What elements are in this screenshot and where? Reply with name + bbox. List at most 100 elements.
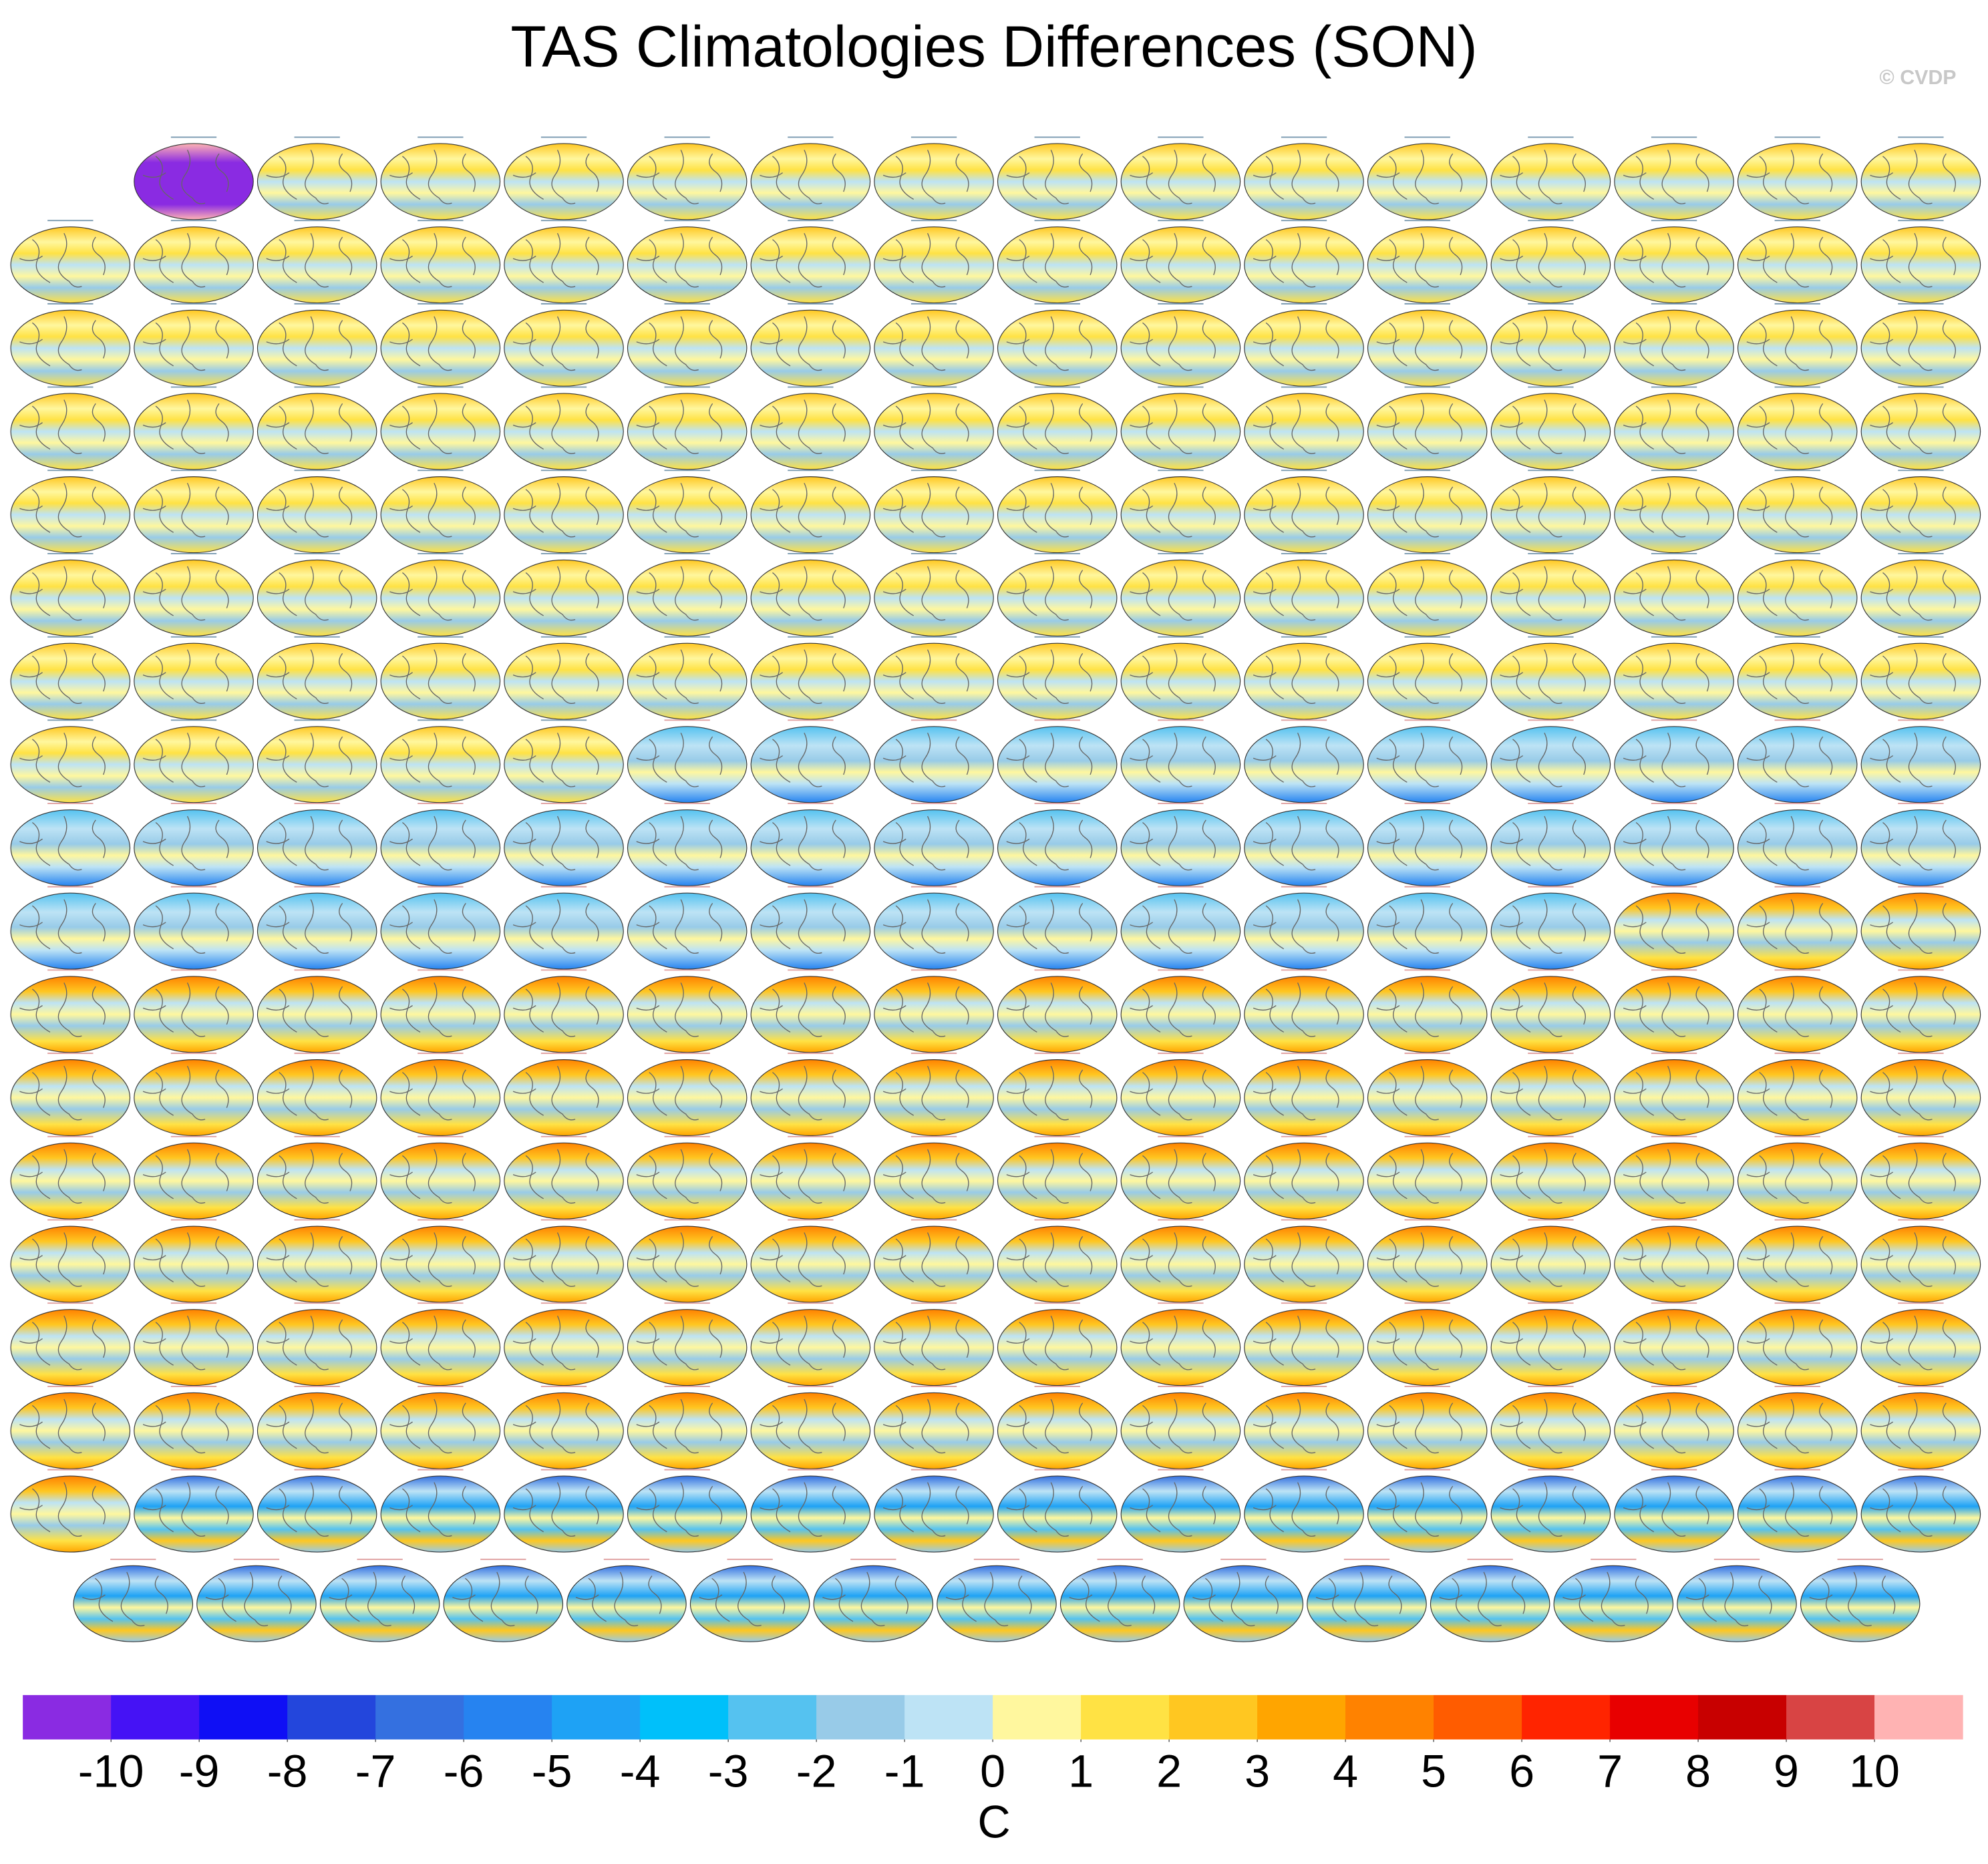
map-ocean (1120, 642, 1241, 720)
map-coastline (1253, 899, 1339, 954)
map-ocean (1737, 226, 1858, 304)
map-panel (1367, 303, 1488, 387)
map-panel (1737, 553, 1858, 636)
map-ocean (1860, 143, 1981, 220)
map-ocean (1490, 892, 1611, 970)
map-coastline (389, 649, 476, 704)
map-panel (750, 553, 871, 636)
map-coastline (1130, 899, 1216, 954)
map-coastline (699, 1571, 786, 1627)
map-panel (874, 719, 994, 803)
map-panel (1614, 969, 1734, 1053)
map-coastline (1130, 316, 1216, 371)
map-panel (380, 1385, 501, 1469)
map-panel (134, 1135, 254, 1220)
map-ocean (257, 809, 377, 886)
map-coastline (142, 733, 229, 787)
map-panel (134, 1053, 254, 1137)
map-coastline (1500, 733, 1586, 787)
map-ocean (813, 1565, 934, 1642)
map-ocean (1120, 143, 1241, 220)
map-coastline (1870, 482, 1956, 538)
map-ocean (1120, 1142, 1241, 1220)
map-ocean (1367, 393, 1488, 470)
colorbar-tick-label: -1 (884, 1746, 925, 1797)
map-coastline (1130, 232, 1216, 288)
map-coastline (760, 899, 846, 954)
map-coastline (512, 733, 599, 787)
map-panel (10, 1135, 131, 1220)
map-ocean (257, 1309, 377, 1386)
map-coastline (1562, 1571, 1649, 1627)
map-coastline (1746, 399, 1833, 454)
map-ocean (504, 476, 624, 554)
map-ocean (1367, 892, 1488, 970)
map-ocean (627, 1309, 748, 1386)
map-panel (1614, 386, 1734, 470)
map-coastline (1006, 1232, 1093, 1287)
map-panel (874, 220, 994, 304)
map-ocean (1614, 892, 1734, 970)
map-panel (627, 719, 748, 803)
map-ocean (257, 1142, 377, 1220)
map-ocean (134, 143, 254, 220)
map-coastline (389, 899, 476, 954)
map-coastline (389, 150, 476, 204)
map-panel (750, 969, 871, 1053)
map-coastline (1006, 1482, 1093, 1537)
map-ocean (134, 1226, 254, 1303)
map-coastline (142, 899, 229, 954)
map-coastline (882, 1065, 969, 1121)
map-ocean (134, 726, 254, 803)
map-panel (1120, 1135, 1241, 1220)
map-panel (627, 220, 748, 304)
map-coastline (82, 1571, 168, 1627)
map-coastline (1130, 1149, 1216, 1204)
map-coastline (1870, 316, 1956, 371)
map-ocean (1860, 476, 1981, 554)
map-ocean (1860, 976, 1981, 1053)
map-ocean (1614, 476, 1734, 554)
map-ocean (1860, 1475, 1981, 1553)
map-coastline (142, 1482, 229, 1537)
map-panel (1614, 303, 1734, 387)
map-ocean (380, 1226, 501, 1303)
map-coastline (1870, 1065, 1956, 1121)
map-panel (1860, 1053, 1981, 1137)
map-ocean (1737, 309, 1858, 387)
map-panel (750, 1385, 871, 1469)
map-ocean (257, 1059, 377, 1137)
map-ocean (627, 143, 748, 220)
map-panel (997, 636, 1118, 720)
map-panel (257, 1053, 377, 1137)
map-ocean (750, 726, 871, 803)
map-ocean (997, 143, 1118, 220)
map-panel (380, 1053, 501, 1137)
map-panel (504, 1469, 624, 1553)
map-panel (134, 1302, 254, 1386)
map-coastline (636, 232, 723, 288)
map-ocean (1860, 1226, 1981, 1303)
map-panel (257, 1219, 377, 1303)
map-panel (1860, 1135, 1981, 1220)
map-ocean (1490, 1309, 1611, 1386)
map-coastline (1746, 316, 1833, 371)
map-ocean (380, 226, 501, 304)
map-coastline (142, 399, 229, 454)
map-coastline (19, 733, 106, 787)
map-coastline (1870, 1315, 1956, 1370)
map-ocean (504, 892, 624, 970)
map-ocean (750, 1475, 871, 1553)
map-panel (874, 303, 994, 387)
map-panel (1244, 1302, 1364, 1386)
map-ocean (874, 726, 994, 803)
map-panel (1367, 719, 1488, 803)
map-panel (257, 470, 377, 554)
map-ocean (1367, 726, 1488, 803)
map-ocean (750, 642, 871, 720)
map-panel (750, 1469, 871, 1553)
map-ocean (997, 726, 1118, 803)
map-panel (1614, 470, 1734, 554)
map-ocean (504, 1475, 624, 1553)
map-ocean (750, 809, 871, 886)
